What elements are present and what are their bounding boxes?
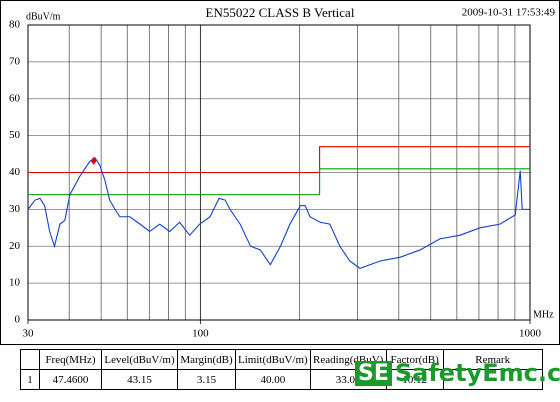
table-cell: 1 bbox=[20, 369, 40, 390]
table-cell: Freq(MHz) bbox=[39, 349, 102, 370]
y-tick-label: 50 bbox=[9, 129, 21, 141]
y-tick-label: 60 bbox=[9, 92, 21, 104]
watermark-badge: SE bbox=[355, 360, 392, 386]
x-tick-label: 100 bbox=[192, 328, 209, 340]
series-line bbox=[28, 168, 530, 196]
table-cell: 47.4600 bbox=[39, 369, 102, 390]
table-cell: Level(dBuV/m) bbox=[101, 349, 178, 370]
x-axis-unit: MHz bbox=[533, 309, 554, 320]
table-cell: 40.00 bbox=[235, 369, 311, 390]
y-tick-label: 10 bbox=[9, 277, 21, 289]
chart: EN55022 CLASS B Vertical 2009-10-31 17:5… bbox=[0, 0, 560, 345]
y-tick-label: 20 bbox=[9, 240, 21, 252]
table-empty-cell bbox=[20, 349, 40, 370]
x-tick-label: 1000 bbox=[519, 328, 542, 340]
table-cell: 3.15 bbox=[177, 369, 236, 390]
y-tick-label: 40 bbox=[9, 166, 21, 178]
series-line bbox=[27, 156, 530, 269]
watermark-text: SafetyEmc.cn bbox=[394, 359, 560, 387]
table-cell: 10.12 bbox=[385, 369, 444, 390]
y-axis-unit: dBuV/m bbox=[26, 11, 61, 22]
table-cell: 43.15 bbox=[101, 369, 178, 390]
table-empty-cell bbox=[442, 369, 543, 390]
watermark: SE SafetyEmc.cn bbox=[355, 359, 560, 387]
timestamp: 2009-10-31 17:53:49 bbox=[462, 7, 556, 19]
y-tick-label: 0 bbox=[15, 314, 21, 326]
peak-marker bbox=[90, 156, 97, 165]
y-tick-label: 30 bbox=[9, 203, 21, 215]
x-tick-label: 30 bbox=[23, 328, 35, 340]
y-tick-label: 70 bbox=[9, 55, 21, 67]
table-cell: Limit(dBuV/m) bbox=[235, 349, 311, 370]
table-cell: Margin(dB) bbox=[177, 349, 236, 370]
series-line bbox=[28, 146, 530, 174]
result-table: Freq(MHz) Level(dBuV/m) Margin(dB) Limit(dB… bbox=[20, 349, 543, 390]
y-tick-label: 80 bbox=[9, 19, 21, 31]
chart-title: EN55022 CLASS B Vertical bbox=[206, 5, 355, 20]
